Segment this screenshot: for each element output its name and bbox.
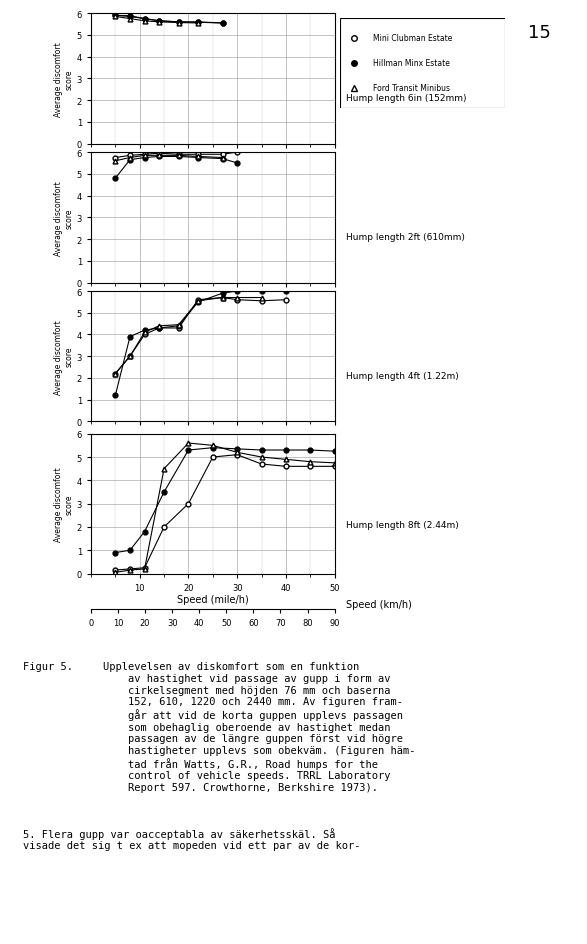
Text: Mini Clubman Estate: Mini Clubman Estate <box>373 34 453 43</box>
Text: Hump length 4ft (1.22m): Hump length 4ft (1.22m) <box>346 372 459 380</box>
Text: Hump length 6in (152mm): Hump length 6in (152mm) <box>346 94 467 103</box>
Text: Ford Transit Minibus: Ford Transit Minibus <box>373 84 450 93</box>
Y-axis label: Average discomfort
score: Average discomfort score <box>55 466 74 542</box>
Text: 15: 15 <box>528 24 551 42</box>
X-axis label: Speed (mile/h): Speed (mile/h) <box>177 595 249 605</box>
Text: Hillman Minx Estate: Hillman Minx Estate <box>373 59 450 68</box>
Text: Upplevelsen av diskomfort som en funktion
    av hastighet vid passage av gupp i: Upplevelsen av diskomfort som en funktio… <box>103 662 415 792</box>
Text: Hump length 8ft (2.44m): Hump length 8ft (2.44m) <box>346 520 459 530</box>
Text: Figur 5.: Figur 5. <box>23 662 73 672</box>
Text: 5. Flera gupp var oacceptabla av säkerhetsskäl. Så
visade det sig t ex att moped: 5. Flera gupp var oacceptabla av säkerhe… <box>23 827 361 851</box>
Text: Speed (km/h): Speed (km/h) <box>346 599 412 610</box>
Y-axis label: Average discomfort
score: Average discomfort score <box>55 319 74 395</box>
Y-axis label: Average discomfort
score: Average discomfort score <box>55 42 74 117</box>
Text: Hump length 2ft (610mm): Hump length 2ft (610mm) <box>346 233 465 242</box>
Y-axis label: Average discomfort
score: Average discomfort score <box>55 180 74 256</box>
